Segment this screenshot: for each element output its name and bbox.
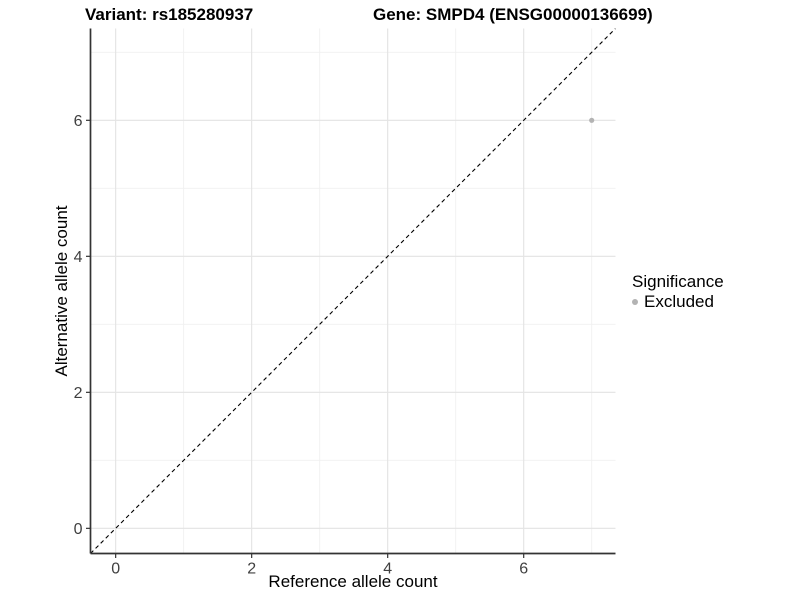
legend-title: Significance	[632, 272, 724, 291]
x-tick-label: 6	[519, 561, 528, 578]
x-axis-title: Reference allele count	[268, 572, 438, 591]
legend-entry-excluded: Excluded	[632, 292, 724, 311]
y-tick-label: 4	[74, 249, 83, 266]
excluded-point-icon	[632, 298, 638, 305]
gene-title: Gene: SMPD4 (ENSG00000136699)	[373, 5, 653, 24]
y-tick-label: 6	[74, 113, 83, 130]
y-tick-label: 2	[74, 385, 83, 402]
y-tick-label: 0	[74, 521, 83, 538]
x-tick-label: 2	[247, 561, 256, 578]
x-tick-label: 0	[111, 561, 120, 578]
y-axis-title: Alternative allele count	[52, 205, 71, 377]
variant-title: Variant: rs185280937	[85, 5, 254, 24]
x-tick-label: 4	[383, 561, 392, 578]
data-point	[589, 117, 595, 123]
identity-dashed-line	[90, 28, 616, 554]
legend-entry-label: Excluded	[644, 292, 714, 311]
legend: Significance Excluded	[632, 272, 724, 311]
